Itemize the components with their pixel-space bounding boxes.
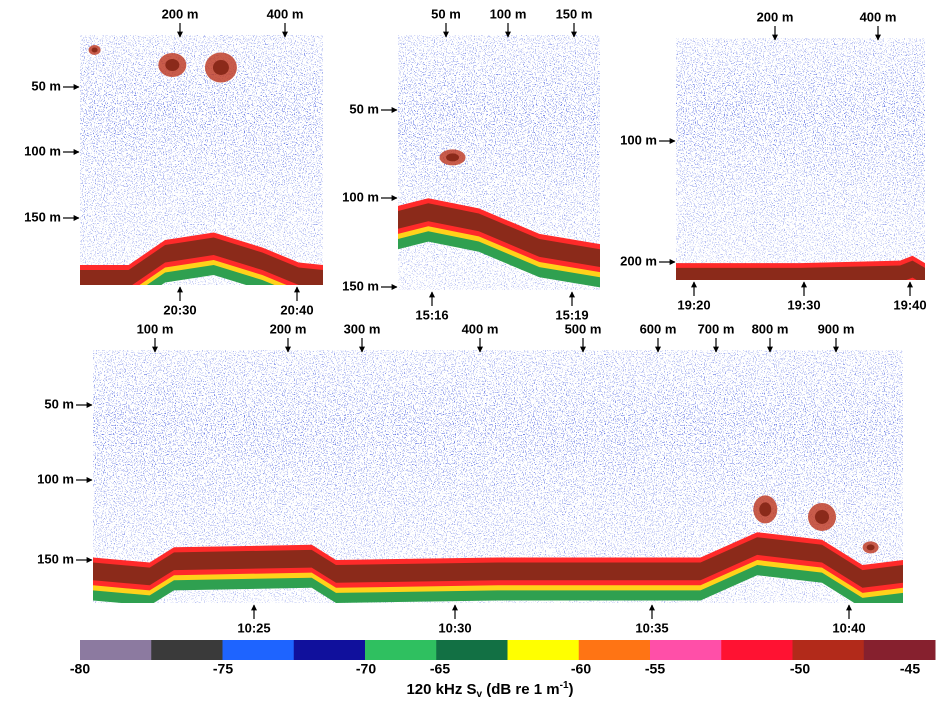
- distance-label: 900 m: [818, 321, 855, 336]
- colorbar-swatch: [436, 640, 508, 660]
- time-label: 19:30: [787, 297, 820, 312]
- fish-school-core: [866, 544, 875, 551]
- echogram-panel: [80, 35, 323, 285]
- time-label: 20:40: [280, 302, 313, 317]
- depth-label: 100 m: [342, 189, 379, 204]
- floor-core: [398, 203, 600, 267]
- echogram-image: [80, 35, 323, 285]
- fade: [676, 38, 925, 280]
- depth-label: 150 m: [37, 551, 74, 566]
- floor-core: [676, 260, 925, 280]
- time-label: 10:30: [438, 620, 471, 635]
- depth-label: 50 m: [31, 78, 61, 93]
- distance-label: 400 m: [462, 321, 499, 336]
- distance-label: 800 m: [752, 321, 789, 336]
- echogram-panel: [676, 38, 925, 280]
- colorbar-swatch: [80, 640, 152, 660]
- colorbar-swatch: [721, 640, 793, 660]
- colorbar-tick-label: -55: [645, 661, 665, 677]
- distance-label: 100 m: [490, 6, 527, 21]
- colorbar-swatch: [151, 640, 223, 660]
- colorbar-swatch: [507, 640, 580, 660]
- colorbar-label: 120 kHz Sv (dB re 1 m-1): [406, 680, 573, 700]
- echogram-image: [398, 35, 600, 290]
- colorbar-swatch: [792, 640, 865, 660]
- colorbar-swatch: [365, 640, 437, 660]
- echogram-panel: [93, 350, 903, 603]
- colorbar-swatch: [650, 640, 722, 660]
- fish-school-core: [815, 509, 829, 524]
- time-label: 15:19: [555, 307, 588, 322]
- distance-label: 50 m: [431, 6, 461, 21]
- colorbar-swatch: [578, 640, 651, 660]
- time-label: 19:40: [893, 297, 926, 312]
- distance-label: 200 m: [757, 9, 794, 24]
- colorbar-swatch: [293, 640, 366, 660]
- echogram-image: [676, 38, 925, 280]
- depth-label: 100 m: [37, 471, 74, 486]
- depth-label: 150 m: [342, 278, 379, 293]
- distance-label: 200 m: [270, 321, 307, 336]
- depth-label: 50 m: [349, 101, 379, 116]
- colorbar-tick-label: -75: [213, 661, 233, 677]
- colorbar-tick-label: -70: [356, 661, 376, 677]
- echogram-image: [93, 350, 903, 603]
- time-label: 10:40: [832, 620, 865, 635]
- colorbar-swatch: [863, 640, 936, 660]
- colorbar-tick-label: -80: [70, 661, 90, 677]
- depth-label: 50 m: [44, 396, 74, 411]
- distance-label: 150 m: [556, 6, 593, 21]
- fish-school-core: [759, 502, 772, 517]
- colorbar-swatch: [222, 640, 295, 660]
- colorbar-tick-label: -60: [571, 661, 591, 677]
- colorbar-tick-label: -65: [430, 661, 450, 677]
- colorbar-tick-label: -45: [900, 661, 920, 677]
- distance-label: 100 m: [137, 321, 174, 336]
- fish-school-core: [446, 153, 460, 162]
- floor-core: [93, 537, 903, 588]
- distance-label: 600 m: [640, 321, 677, 336]
- distance-label: 400 m: [860, 9, 897, 24]
- depth-label: 100 m: [620, 132, 657, 147]
- time-label: 19:20: [677, 297, 710, 312]
- floor-core: [80, 237, 323, 285]
- fish-school-core: [212, 60, 229, 75]
- depth-label: 150 m: [24, 209, 61, 224]
- echogram-panel: [398, 35, 600, 290]
- distance-label: 700 m: [698, 321, 735, 336]
- fish-school-core: [165, 59, 180, 71]
- distance-label: 300 m: [344, 321, 381, 336]
- fish-school-core: [91, 47, 98, 53]
- depth-label: 200 m: [620, 253, 657, 268]
- distance-label: 200 m: [162, 6, 199, 21]
- colorbar-tick-label: -50: [790, 661, 810, 677]
- distance-label: 500 m: [565, 321, 602, 336]
- time-label: 10:35: [635, 620, 668, 635]
- time-label: 10:25: [237, 620, 270, 635]
- time-label: 15:16: [415, 307, 448, 322]
- depth-label: 100 m: [24, 143, 61, 158]
- distance-label: 400 m: [267, 6, 304, 21]
- time-label: 20:30: [163, 302, 196, 317]
